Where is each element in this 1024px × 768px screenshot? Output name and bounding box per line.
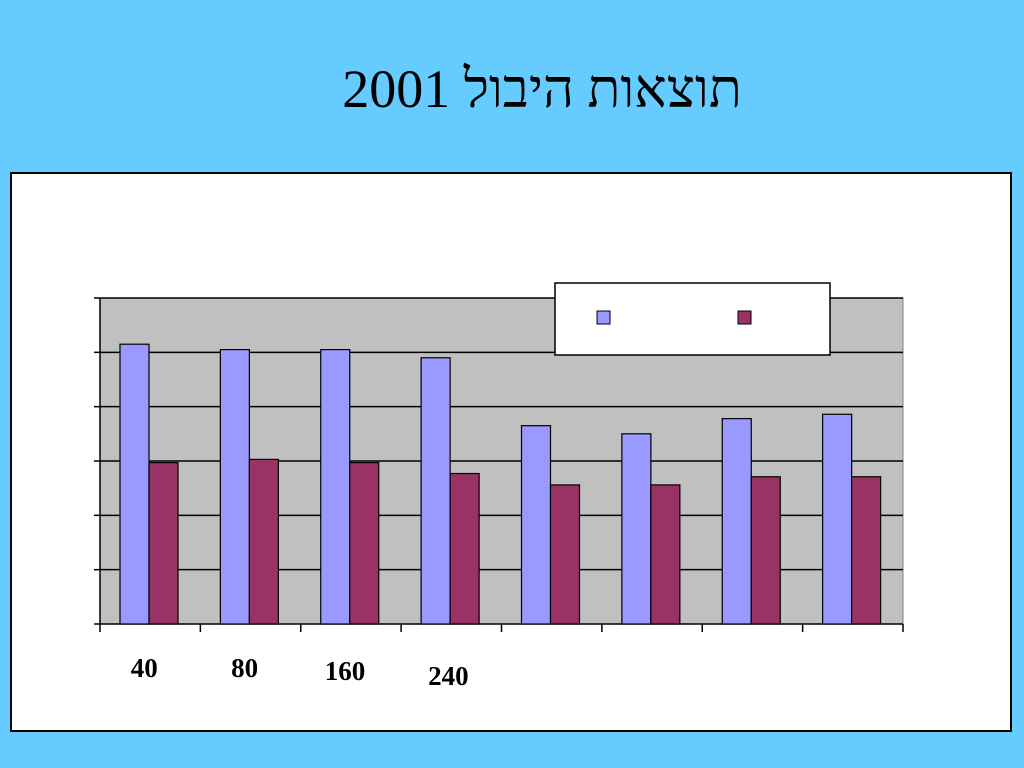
bar-series-2 [148, 462, 179, 625]
bar-series-2 [549, 484, 581, 625]
bar-series-1 [621, 433, 652, 625]
legend [554, 282, 831, 356]
bar-series-2 [750, 476, 781, 625]
x-tick-label: 40 [131, 653, 158, 683]
slide-title: תוצאות היבול 2001 [342, 59, 742, 119]
legend-swatch-series-2 [737, 310, 752, 325]
bar-series-1 [219, 349, 250, 625]
bar-series-1 [721, 418, 752, 625]
bar-series-1 [520, 425, 552, 625]
bar-series-1 [822, 413, 853, 625]
bar-series-2 [248, 458, 279, 625]
bar-series-1 [119, 343, 150, 625]
legend-swatch-series-1 [596, 310, 611, 325]
bar-series-2 [449, 472, 480, 625]
bar-series-1 [420, 357, 451, 625]
bar-series-1 [320, 349, 351, 625]
bar-series-2 [650, 484, 681, 625]
bar-series-2 [851, 476, 882, 625]
x-tick-label: 160 [325, 656, 366, 686]
x-tick-label: 240 [428, 661, 469, 691]
bar-series-2 [349, 462, 380, 625]
x-tick-label: 80 [231, 653, 258, 683]
